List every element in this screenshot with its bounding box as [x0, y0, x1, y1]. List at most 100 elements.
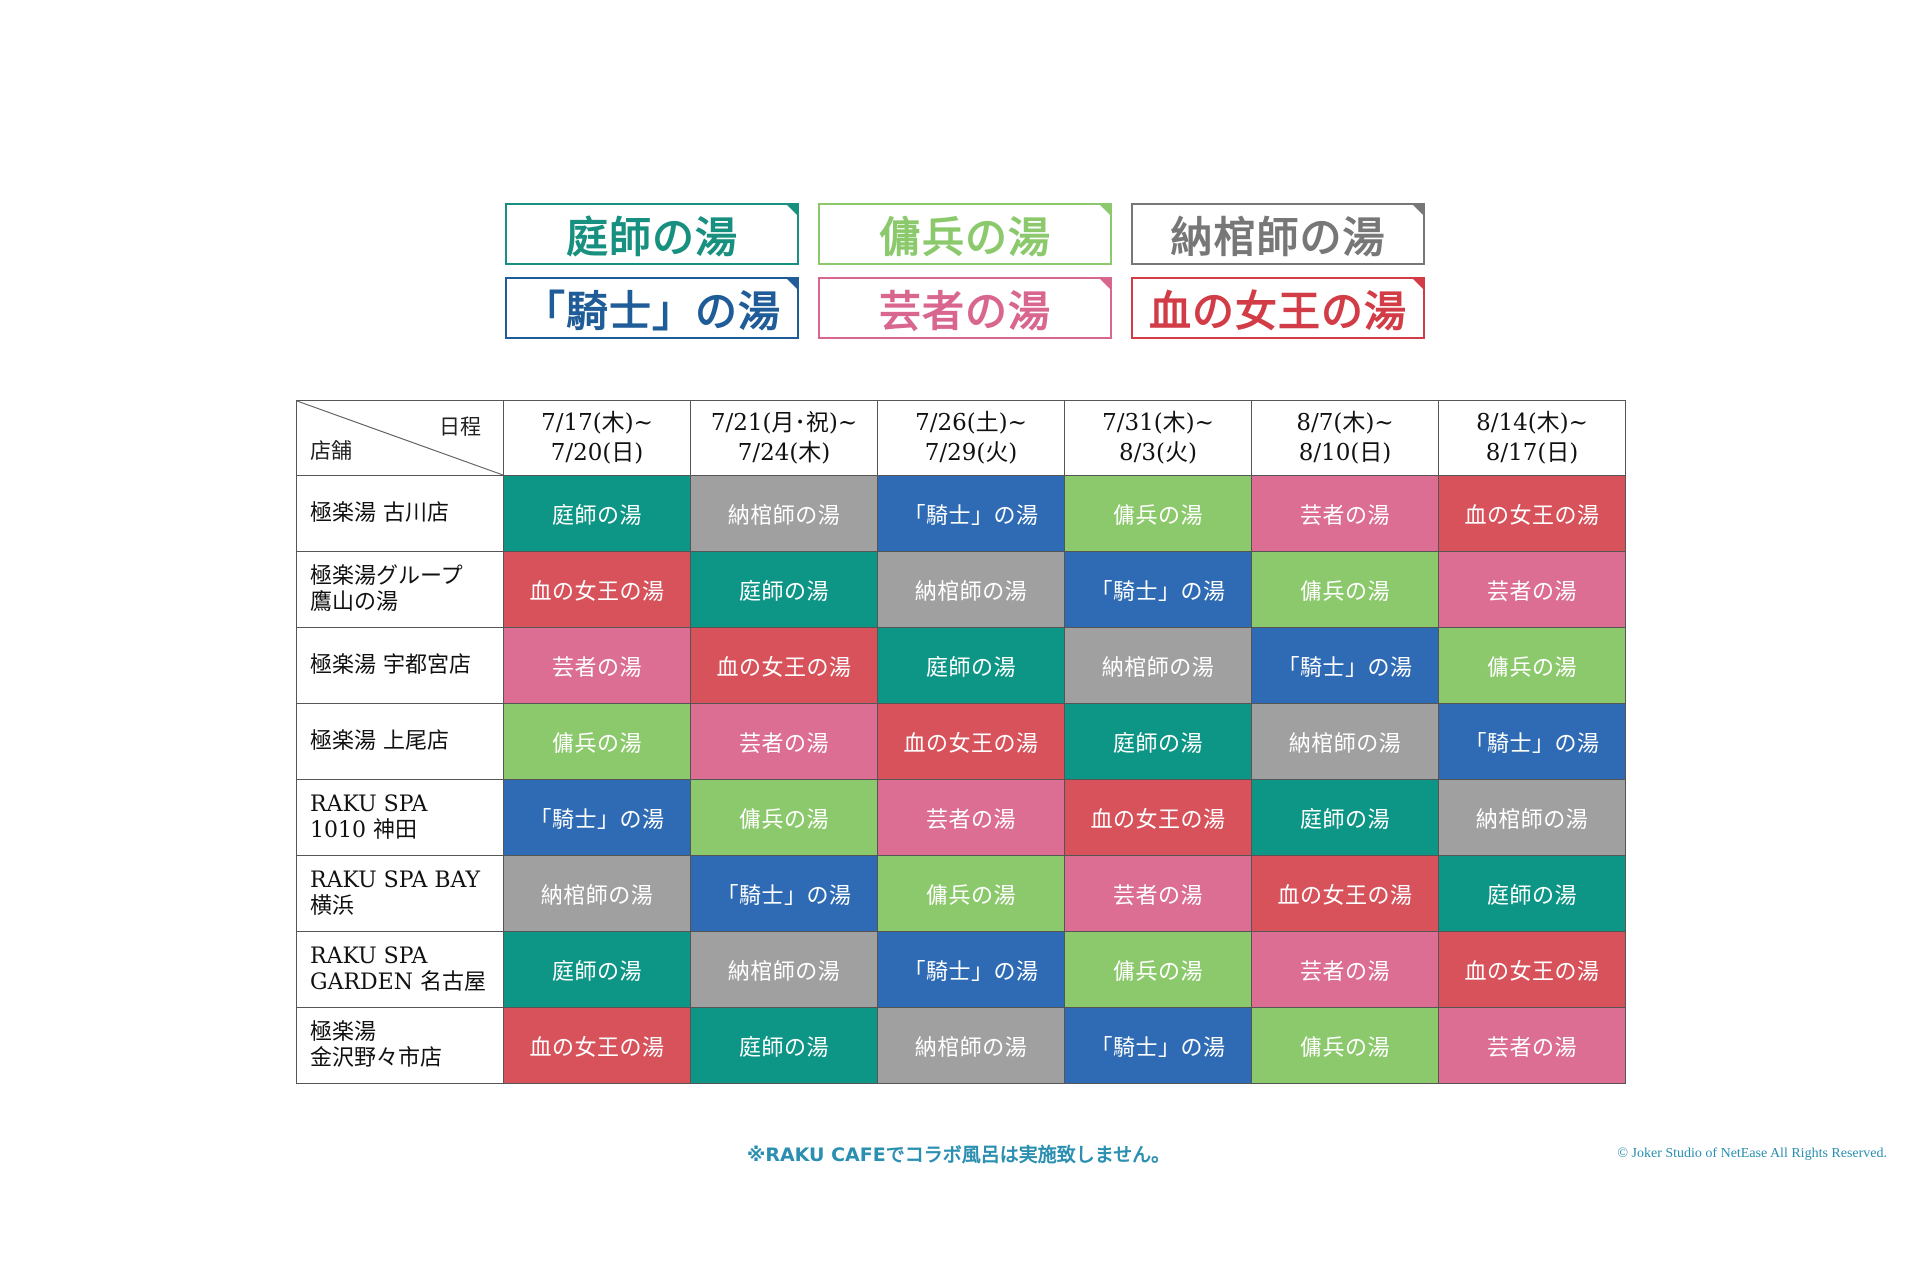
bath-cell-youhei: 傭兵の湯 [1251, 551, 1439, 628]
bath-cell-nouganshi: 納棺師の湯 [877, 551, 1065, 628]
bath-cell-nouganshi: 納棺師の湯 [1064, 627, 1252, 704]
period-header: 7/17(木)~ 7/20(日) [503, 400, 691, 476]
store-name-cell: RAKU SPA 1010 神田 [296, 779, 504, 856]
bath-cell-kishi: 「騎士」の湯 [1438, 703, 1626, 780]
bath-cell-geisha: 芸者の湯 [503, 627, 691, 704]
table-row: 極楽湯 金沢野々市店 血の女王の湯 庭師の湯 納棺師の湯 「騎士」の湯 傭兵の湯 芸者の湯 [296, 1007, 1626, 1084]
corner-fold-icon [1411, 277, 1425, 291]
period-start: 7/26(土)~ [915, 410, 1027, 436]
legend-label: 庭師の湯 [565, 212, 738, 262]
period-header: 8/14(木)~ 8/17(日) [1438, 400, 1626, 476]
bath-cell-niwashi: 庭師の湯 [877, 627, 1065, 704]
bath-cell-niwashi: 庭師の湯 [690, 551, 878, 628]
table-row: RAKU SPA BAY 横浜 納棺師の湯 「騎士」の湯 傭兵の湯 芸者の湯 血の女王の湯庭… [296, 855, 1626, 932]
schedule-body: 極楽湯 古川店 庭師の湯 納棺師の湯 「騎士」の湯 傭兵の湯 芸者の湯 血の女王の湯 極楽湯グ… [296, 475, 1626, 1084]
store-name-line1: 極楽湯グループ [310, 563, 463, 589]
bath-cell-geisha: 芸者の湯 [690, 703, 878, 780]
period-start: 7/17(木)~ [541, 410, 653, 436]
legend-label: 芸者の湯 [878, 286, 1051, 336]
legend-label: 傭兵の湯 [878, 212, 1051, 262]
schedule-table: 日程 店舗 7/17(木)~ 7/20(日) 7/21(月･祝)~ 7/24(木) 7/… [296, 400, 1626, 1084]
copyright-text: © Joker Studio of NetEase All Rights Res… [1617, 1146, 1887, 1161]
bath-cell-chinojoou: 血の女王の湯 [503, 1007, 691, 1084]
bath-cell-nouganshi: 納棺師の湯 [503, 855, 691, 932]
store-name-cell: 極楽湯 金沢野々市店 [296, 1007, 504, 1084]
bath-cell-geisha: 芸者の湯 [1251, 931, 1439, 1008]
bath-cell-kishi: 「騎士」の湯 [877, 475, 1065, 552]
bath-cell-youhei: 傭兵の湯 [1064, 931, 1252, 1008]
bath-cell-nouganshi: 納棺師の湯 [1251, 703, 1439, 780]
bath-cell-youhei: 傭兵の湯 [877, 855, 1065, 932]
corner-fold-icon [1098, 203, 1112, 217]
legend-grid: 庭師の湯 傭兵の湯 納棺師の湯「騎士」の湯 芸者の湯 血の女王の湯 [505, 203, 1425, 339]
bath-cell-chinojoou: 血の女王の湯 [690, 627, 878, 704]
table-row: 極楽湯 古川店 庭師の湯 納棺師の湯 「騎士」の湯 傭兵の湯 芸者の湯 血の女王の湯 [296, 475, 1626, 552]
table-row: RAKU SPA GARDEN 名古屋 庭師の湯 納棺師の湯 「騎士」の湯 傭兵の湯 芸者の… [296, 931, 1626, 1008]
bath-cell-geisha: 芸者の湯 [877, 779, 1065, 856]
bath-cell-youhei: 傭兵の湯 [503, 703, 691, 780]
bath-legend: 庭師の湯 傭兵の湯 納棺師の湯「騎士」の湯 芸者の湯 血の女王の湯 [505, 203, 1425, 339]
store-name-line2: 1010 神田 [310, 817, 417, 843]
bath-cell-chinojoou: 血の女王の湯 [1064, 779, 1252, 856]
bath-cell-chinojoou: 血の女王の湯 [1438, 475, 1626, 552]
bath-cell-nouganshi: 納棺師の湯 [690, 931, 878, 1008]
store-name-line1: 極楽湯 上尾店 [310, 728, 449, 754]
table-row: 極楽湯グループ 鷹山の湯 血の女王の湯 庭師の湯 納棺師の湯 「騎士」の湯 傭兵の湯 芸者の湯 [296, 551, 1626, 628]
corner-diagonal [297, 401, 503, 475]
corner-fold-icon [785, 203, 799, 217]
store-name-line2: 鷹山の湯 [310, 589, 399, 615]
period-end: 7/24(木) [737, 440, 831, 466]
store-name-line1: RAKU SPA BAY [310, 867, 481, 893]
store-name-cell: 極楽湯 古川店 [296, 475, 504, 552]
legend-card-kishi: 「騎士」の湯 [505, 277, 799, 339]
legend-card-niwashi: 庭師の湯 [505, 203, 799, 265]
bath-cell-youhei: 傭兵の湯 [1064, 475, 1252, 552]
corner-fold-icon [1411, 203, 1425, 217]
raku-cafe-note: ※RAKU CAFEでコラボ風呂は実施致しません。 [746, 1144, 1171, 1166]
table-row: 極楽湯 上尾店 傭兵の湯 芸者の湯 血の女王の湯 庭師の湯 納棺師の湯 「騎士」の湯 [296, 703, 1626, 780]
bath-cell-nouganshi: 納棺師の湯 [690, 475, 878, 552]
bath-cell-niwashi: 庭師の湯 [1251, 779, 1439, 856]
bath-cell-niwashi: 庭師の湯 [503, 475, 691, 552]
legend-card-nouganshi: 納棺師の湯 [1131, 203, 1425, 265]
store-name-line1: 極楽湯 古川店 [310, 500, 449, 526]
bath-cell-youhei: 傭兵の湯 [1251, 1007, 1439, 1084]
header-row: 日程 店舗 7/17(木)~ 7/20(日) 7/21(月･祝)~ 7/24(木) 7/… [296, 400, 1626, 476]
legend-label: 納棺師の湯 [1170, 212, 1386, 262]
bath-cell-kishi: 「騎士」の湯 [1251, 627, 1439, 704]
legend-card-youhei: 傭兵の湯 [818, 203, 1112, 265]
period-end: 7/20(日) [550, 440, 644, 466]
store-name-cell: RAKU SPA BAY 横浜 [296, 855, 504, 932]
store-name-line2: GARDEN 名古屋 [310, 969, 486, 995]
period-start: 8/7(木)~ [1296, 410, 1394, 436]
schedule-label: 日程 [439, 415, 481, 439]
period-end: 7/29(火) [924, 440, 1018, 466]
period-header: 7/21(月･祝)~ 7/24(木) [690, 400, 878, 476]
bath-cell-nouganshi: 納棺師の湯 [877, 1007, 1065, 1084]
store-name-line1: RAKU SPA [310, 943, 428, 969]
bath-cell-niwashi: 庭師の湯 [1438, 855, 1626, 932]
store-name-line2: 横浜 [310, 893, 355, 919]
bath-cell-youhei: 傭兵の湯 [690, 779, 878, 856]
bath-cell-kishi: 「騎士」の湯 [1064, 1007, 1252, 1084]
store-name-cell: 極楽湯 宇都宮店 [296, 627, 504, 704]
store-name-line1: RAKU SPA [310, 791, 428, 817]
bath-cell-kishi: 「騎士」の湯 [1064, 551, 1252, 628]
period-start: 7/31(木)~ [1102, 410, 1214, 436]
table-row: RAKU SPA 1010 神田 「騎士」の湯 傭兵の湯 芸者の湯 血の女王の湯 庭師の湯納… [296, 779, 1626, 856]
bath-cell-chinojoou: 血の女王の湯 [1438, 931, 1626, 1008]
bath-cell-chinojoou: 血の女王の湯 [1251, 855, 1439, 932]
bath-cell-geisha: 芸者の湯 [1438, 551, 1626, 628]
bath-cell-niwashi: 庭師の湯 [503, 931, 691, 1008]
legend-label: 血の女王の湯 [1148, 286, 1407, 336]
corner-cell: 日程 店舗 [296, 400, 504, 476]
period-header: 7/31(木)~ 8/3(火) [1064, 400, 1252, 476]
bath-cell-nouganshi: 納棺師の湯 [1438, 779, 1626, 856]
period-header: 8/7(木)~ 8/10(日) [1251, 400, 1439, 476]
corner-fold-icon [785, 277, 799, 291]
schedule-table-wrapper: 日程 店舗 7/17(木)~ 7/20(日) 7/21(月･祝)~ 7/24(木) 7/… [296, 400, 1626, 1084]
period-start: 8/14(木)~ [1476, 410, 1588, 436]
store-name-line1: 極楽湯 [310, 1019, 377, 1045]
store-name-line2: 金沢野々市店 [310, 1045, 443, 1071]
bath-cell-niwashi: 庭師の湯 [690, 1007, 878, 1084]
